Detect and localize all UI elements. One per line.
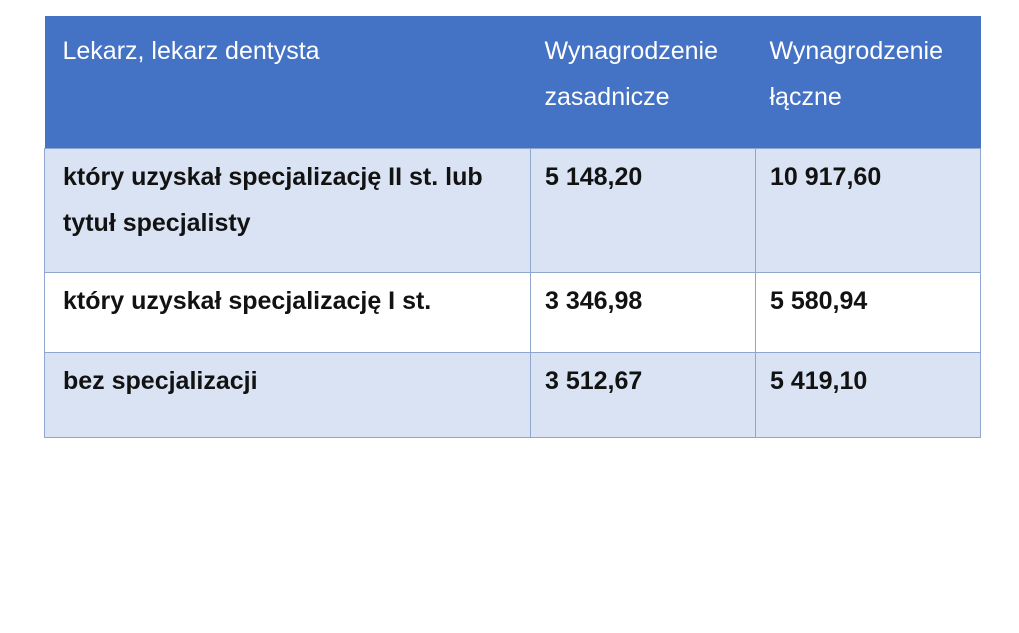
- cell-category: bez specjalizacji: [44, 351, 531, 438]
- cell-base-salary: 3 512,67: [530, 351, 756, 438]
- salary-table-header: Lekarz, lekarz dentysta Wynagrodzenie za…: [44, 16, 981, 148]
- column-header-total-salary: Wynagrodzenie łączne: [755, 16, 981, 148]
- table-row: który uzyskał specjalizację II st. lub t…: [44, 147, 981, 273]
- cell-category: który uzyskał specjalizację II st. lub t…: [44, 147, 531, 273]
- table-row: bez specjalizacji 3 512,67 5 419,10: [44, 351, 981, 438]
- cell-category: który uzyskał specjalizację I st.: [44, 271, 531, 353]
- cell-base-salary: 3 346,98: [530, 271, 756, 353]
- cell-total-salary: 5 580,94: [755, 271, 981, 353]
- salary-table-body: który uzyskał specjalizację II st. lub t…: [44, 147, 981, 438]
- column-header-base-salary: Wynagrodzenie zasadnicze: [530, 16, 756, 148]
- salary-table: Lekarz, lekarz dentysta Wynagrodzenie za…: [44, 16, 981, 438]
- cell-base-salary: 5 148,20: [530, 147, 756, 273]
- cell-total-salary: 5 419,10: [755, 351, 981, 438]
- header-row: Lekarz, lekarz dentysta Wynagrodzenie za…: [44, 16, 981, 148]
- cell-total-salary: 10 917,60: [755, 147, 981, 273]
- table-row: który uzyskał specjalizację I st. 3 346,…: [44, 271, 981, 353]
- column-header-category: Lekarz, lekarz dentysta: [44, 16, 531, 148]
